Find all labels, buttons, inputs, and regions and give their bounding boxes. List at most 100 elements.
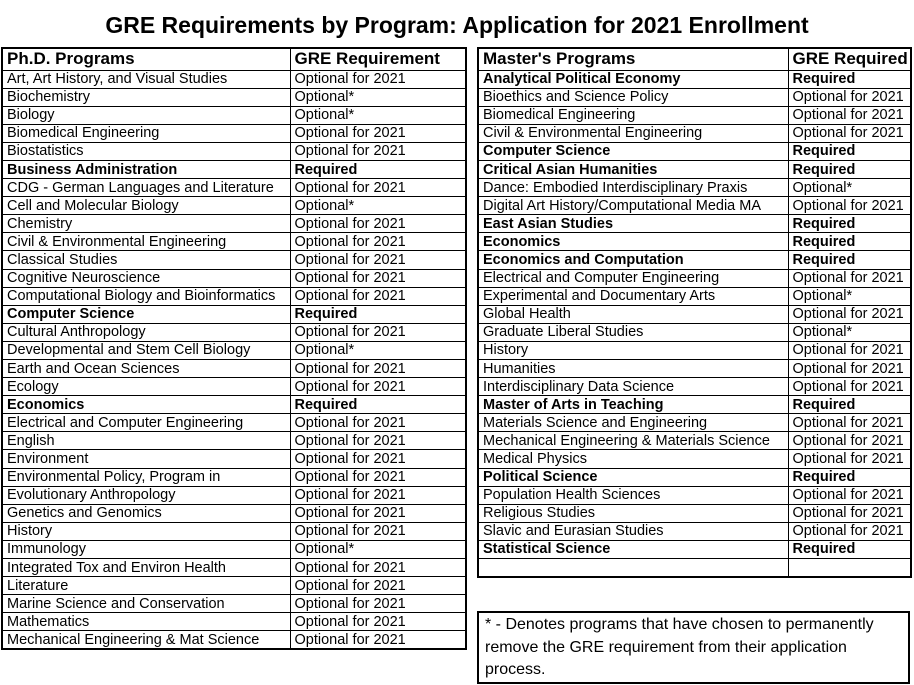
program-cell: Computational Biology and Bioinformatics bbox=[1, 286, 291, 306]
requirement-cell: Required bbox=[289, 395, 467, 415]
table-row: Civil & Environmental Engineering Optiona… bbox=[1, 232, 467, 252]
table-row: Biomedical Engineering Optional for 2021 bbox=[1, 123, 467, 143]
table-row: Earth and Ocean Sciences Optional for 202… bbox=[1, 358, 467, 379]
program-cell: Cultural Anthropology bbox=[1, 322, 291, 342]
table-row: Developmental and Stem Cell Biology Optio… bbox=[1, 340, 467, 361]
requirement-cell: Optional for 2021 bbox=[289, 69, 467, 89]
requirement-cell: Required bbox=[289, 159, 467, 180]
masters-programs-header: Master's Programs bbox=[477, 47, 789, 71]
table-row: History Optional for 2021 bbox=[1, 521, 467, 541]
requirement-cell: Optional* bbox=[787, 178, 912, 198]
requirement-cell: Optional for 2021 bbox=[787, 377, 912, 397]
program-cell: Computer Science bbox=[1, 304, 291, 324]
program-cell: Mechanical Engineering & Materials Scien… bbox=[477, 431, 789, 451]
requirement-cell: Optional for 2021 bbox=[787, 304, 912, 324]
program-cell: Bioethics and Science Policy bbox=[477, 87, 789, 107]
program-cell: Art, Art History, and Visual Studies bbox=[1, 69, 291, 89]
requirement-cell: Optional for 2021 bbox=[289, 377, 467, 397]
program-cell: Economics and Computation bbox=[477, 250, 789, 270]
requirement-cell: Optional for 2021 bbox=[289, 630, 467, 650]
table-row: Global Health Optional for 2021 bbox=[477, 304, 912, 324]
requirement-cell: Optional* bbox=[289, 340, 467, 361]
requirement-cell: Optional for 2021 bbox=[787, 123, 912, 143]
requirement-cell: Optional* bbox=[289, 87, 467, 107]
program-cell: Developmental and Stem Cell Biology bbox=[1, 340, 291, 361]
requirement-cell: Optional for 2021 bbox=[787, 340, 912, 361]
program-cell: Classical Studies bbox=[1, 250, 291, 270]
program-cell: Master of Arts in Teaching bbox=[477, 395, 789, 415]
requirement-cell: Optional for 2021 bbox=[289, 521, 467, 541]
table-row: Art, Art History, and Visual Studies Opti… bbox=[1, 69, 467, 89]
requirement-cell: Optional for 2021 bbox=[289, 449, 467, 469]
table-row: Cell and Molecular Biology Optional* bbox=[1, 196, 467, 216]
table-row: Computational Biology and Bioinformatics… bbox=[1, 286, 467, 306]
requirement-cell: Required bbox=[787, 141, 912, 161]
requirement-cell: Optional for 2021 bbox=[787, 449, 912, 469]
requirement-cell: Optional for 2021 bbox=[787, 358, 912, 379]
table-row: Classical Studies Optional for 2021 bbox=[1, 250, 467, 270]
program-cell: Biomedical Engineering bbox=[1, 123, 291, 143]
requirement-cell: Optional for 2021 bbox=[289, 250, 467, 270]
table-row: Economics Required bbox=[1, 395, 467, 415]
requirement-cell: Optional for 2021 bbox=[289, 467, 467, 487]
table-row: Ecology Optional for 2021 bbox=[1, 377, 467, 397]
requirement-cell: Optional for 2021 bbox=[289, 431, 467, 451]
table-row: Master of Arts in Teaching Required bbox=[477, 395, 912, 415]
program-cell: Economics bbox=[1, 395, 291, 415]
program-cell: Electrical and Computer Engineering bbox=[477, 268, 789, 288]
requirement-cell: Optional for 2021 bbox=[787, 268, 912, 288]
gre-requirement-header: GRE Requirement bbox=[289, 47, 467, 71]
table-row: Materials Science and Engineering Optiona… bbox=[477, 413, 912, 433]
table-row: Electrical and Computer Engineering Optio… bbox=[477, 268, 912, 288]
requirement-cell: Required bbox=[787, 467, 912, 487]
program-cell: Interdisciplinary Data Science bbox=[477, 377, 789, 397]
table-row: Slavic and Eurasian Studies Optional for … bbox=[477, 521, 912, 541]
table-row: Literature Optional for 2021 bbox=[1, 576, 467, 596]
phd-programs-table: Ph.D. Programs GRE Requirement Art, Art … bbox=[1, 47, 467, 650]
phd-table-body: Art, Art History, and Visual Studies Opti… bbox=[1, 69, 467, 650]
program-cell: Graduate Liberal Studies bbox=[477, 322, 789, 342]
table-row: Marine Science and Conservation Optional … bbox=[1, 594, 467, 614]
program-cell: Genetics and Genomics bbox=[1, 503, 291, 523]
program-cell: Business Administration bbox=[1, 159, 291, 180]
program-cell: Biochemistry bbox=[1, 87, 291, 107]
program-cell: Economics bbox=[477, 232, 789, 252]
table-row: Cognitive Neuroscience Optional for 2021 bbox=[1, 268, 467, 288]
requirement-cell: Optional for 2021 bbox=[289, 594, 467, 614]
program-cell: Experimental and Documentary Arts bbox=[477, 286, 789, 306]
requirement-cell: Optional* bbox=[289, 539, 467, 560]
footnote: * - Denotes programs that have chosen to… bbox=[477, 611, 910, 684]
requirement-cell: Optional for 2021 bbox=[289, 214, 467, 234]
table-row: Political Science Required bbox=[477, 467, 912, 487]
program-cell: Slavic and Eurasian Studies bbox=[477, 521, 789, 541]
masters-programs-table: Master's Programs GRE Required Analytica… bbox=[477, 47, 912, 578]
program-cell: Environmental Policy, Program in bbox=[1, 467, 291, 487]
table-row: Economics Required bbox=[477, 232, 912, 252]
table-header-row: Master's Programs GRE Required bbox=[477, 47, 912, 71]
program-cell: English bbox=[1, 431, 291, 451]
table-row: Religious Studies Optional for 2021 bbox=[477, 503, 912, 523]
table-row: Immunology Optional* bbox=[1, 539, 467, 560]
requirement-cell: Optional for 2021 bbox=[787, 105, 912, 125]
requirement-cell: Optional for 2021 bbox=[289, 268, 467, 288]
requirement-cell: Required bbox=[787, 214, 912, 234]
requirement-cell: Optional for 2021 bbox=[289, 123, 467, 143]
table-row: Interdisciplinary Data Science Optional f… bbox=[477, 377, 912, 397]
table-row: Biomedical Engineering Optional for 2021 bbox=[477, 105, 912, 125]
requirement-cell: Optional for 2021 bbox=[289, 232, 467, 252]
requirement-cell: Required bbox=[289, 304, 467, 324]
requirement-cell: Required bbox=[787, 159, 912, 180]
requirement-cell: Optional for 2021 bbox=[787, 413, 912, 433]
requirement-cell: Optional for 2021 bbox=[289, 503, 467, 523]
requirement-cell: Optional for 2021 bbox=[289, 612, 467, 632]
table-row: Dance: Embodied Interdisciplinary Praxis… bbox=[477, 178, 912, 198]
requirement-cell: Optional for 2021 bbox=[289, 178, 467, 198]
program-cell: Global Health bbox=[477, 304, 789, 324]
program-cell: Marine Science and Conservation bbox=[1, 594, 291, 614]
table-row: Evolutionary Anthropology Optional for 20… bbox=[1, 485, 467, 505]
requirement-cell: Optional* bbox=[787, 322, 912, 342]
table-row bbox=[477, 558, 912, 578]
program-cell: Environment bbox=[1, 449, 291, 469]
requirement-cell: Optional for 2021 bbox=[289, 141, 467, 161]
program-cell: Religious Studies bbox=[477, 503, 789, 523]
